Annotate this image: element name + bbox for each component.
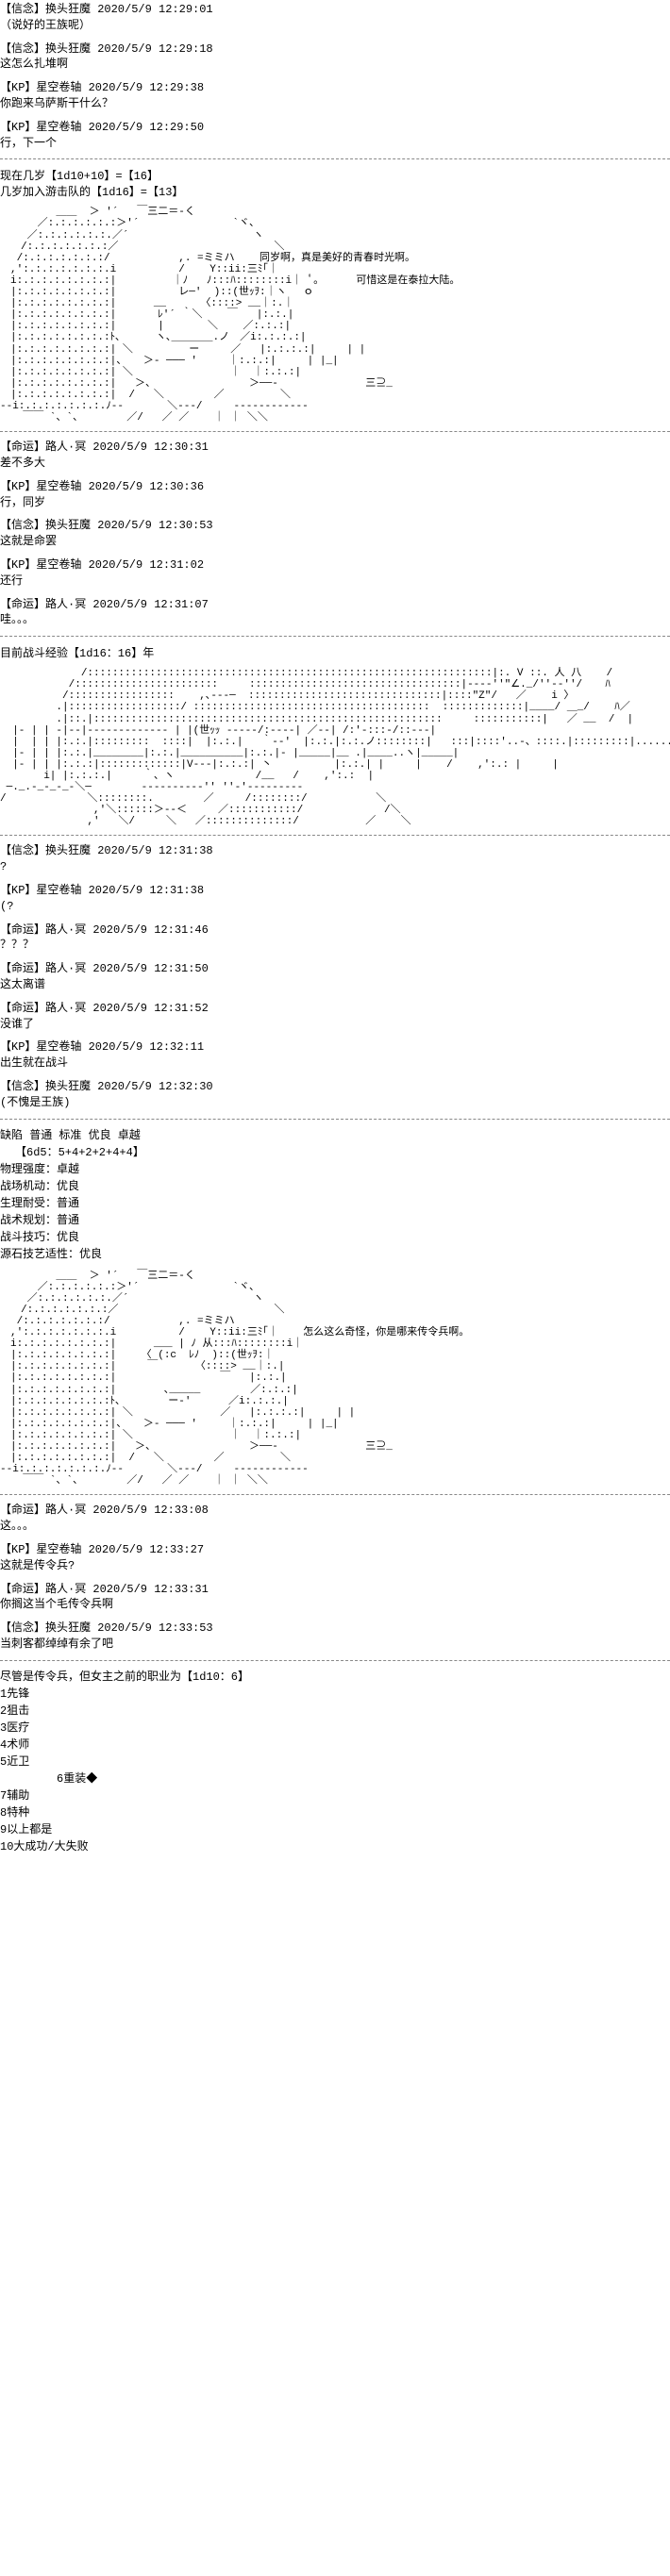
- chat-message: 【信念】换头狂魔 2020/5/9 12:31:38 ?: [0, 843, 670, 875]
- message-content: 出生就在战斗: [0, 1055, 670, 1072]
- message-header: 【命运】路人·冥 2020/5/9 12:33:08: [0, 1503, 670, 1519]
- message-header: 【KP】星空卷轴 2020/5/9 12:30:36: [0, 479, 670, 495]
- job-option: 3医疗: [0, 1720, 670, 1737]
- message-header: 【KP】星空卷轴 2020/5/9 12:31:38: [0, 883, 670, 899]
- message-header: 【KP】星空卷轴 2020/5/9 12:33:27: [0, 1542, 670, 1558]
- dialogue-text: 同岁啊，真是美好的青春时光啊。: [260, 253, 415, 264]
- stat-line: 战术规划：普通: [0, 1212, 670, 1229]
- message-content: 这。。。: [0, 1519, 670, 1535]
- chat-message: 【命运】路人·冥 2020/5/9 12:31:52 没谁了: [0, 1001, 670, 1033]
- job-option: 9以上都是: [0, 1821, 670, 1838]
- stat-block: 缺陷 普通 标准 优良 卓越 【6d5：5+4+2+2+4+4】 物理强度：卓越…: [0, 1127, 670, 1263]
- ascii-art-character: /:::::::::::::::::::::::::::::::::::::::…: [0, 668, 670, 827]
- message-content: 没谁了: [0, 1017, 670, 1033]
- message-header: 【信念】换头狂魔 2020/5/9 12:32:30: [0, 1079, 670, 1095]
- chat-message: 【信念】换头狂魔 2020/5/9 12:29:01 （说好的王族呢）: [0, 2, 670, 34]
- ascii-art-character: ＿＿ ＞ '´ ￣三二＝‐く ／:.:.:.:.:.:＞'´ `ヾ、 ／:.:.…: [0, 207, 670, 424]
- stat-line: 源石技艺适性：优良: [0, 1246, 670, 1263]
- message-header: 【信念】换头狂魔 2020/5/9 12:29:01: [0, 2, 670, 18]
- section-divider: [0, 1494, 670, 1495]
- message-content: 这就是传令兵?: [0, 1558, 670, 1574]
- message-header: 【命运】路人·冥 2020/5/9 12:31:52: [0, 1001, 670, 1017]
- chat-message: 【KP】星空卷轴 2020/5/9 12:33:27 这就是传令兵?: [0, 1542, 670, 1574]
- message-header: 【信念】换头狂魔 2020/5/9 12:29:18: [0, 42, 670, 58]
- message-content: 当刺客都绰绰有余了吧: [0, 1637, 670, 1653]
- message-header: 【命运】路人·冥 2020/5/9 12:31:46: [0, 922, 670, 939]
- message-header: 【命运】路人·冥 2020/5/9 12:30:31: [0, 440, 670, 456]
- message-header: 【命运】路人·冥 2020/5/9 12:31:50: [0, 961, 670, 977]
- stat-line: 生理耐受：普通: [0, 1195, 670, 1212]
- section-divider: [0, 431, 670, 432]
- job-block: 尽管是传令兵，但女主之前的职业为【1d10：6】 1先锋 2狙击 3医疗 4术师…: [0, 1669, 670, 1855]
- message-header: 【KP】星空卷轴 2020/5/9 12:32:11: [0, 1039, 670, 1055]
- chat-message: 【命运】路人·冥 2020/5/9 12:33:08 这。。。: [0, 1503, 670, 1535]
- chat-message: 【命运】路人·冥 2020/5/9 12:31:46 ？？？: [0, 922, 670, 955]
- message-header: 【KP】星空卷轴 2020/5/9 12:31:02: [0, 557, 670, 573]
- message-header: 【信念】换头狂魔 2020/5/9 12:33:53: [0, 1620, 670, 1637]
- chat-message: 【命运】路人·冥 2020/5/9 12:30:31 差不多大: [0, 440, 670, 472]
- section-divider: [0, 1660, 670, 1661]
- section-divider: [0, 636, 670, 637]
- dice-line: 现在几岁【1d10+10】=【16】: [0, 167, 670, 183]
- message-content: 你跑来乌萨斯干什么？: [0, 96, 670, 112]
- section-divider: [0, 158, 670, 159]
- chat-message: 【KP】星空卷轴 2020/5/9 12:31:02 还行: [0, 557, 670, 590]
- message-header: 【命运】路人·冥 2020/5/9 12:33:31: [0, 1582, 670, 1598]
- job-header: 尽管是传令兵，但女主之前的职业为【1d10：6】: [0, 1669, 670, 1686]
- dice-line: 几岁加入游击队的【1d16】=【13】: [0, 183, 670, 199]
- ascii-art-character: ＿＿ ＞ '´ ￣三二＝‐く ／:.:.:.:.:.:＞'´ `ヾ、 ／:.:.…: [0, 1271, 670, 1487]
- chat-message: 【命运】路人·冥 2020/5/9 12:33:31 你搁这当个毛传令兵啊: [0, 1582, 670, 1614]
- stat-header: 缺陷 普通 标准 优良 卓越: [0, 1127, 670, 1144]
- message-header: 【命运】路人·冥 2020/5/9 12:31:07: [0, 597, 670, 613]
- message-content: ?: [0, 859, 670, 875]
- message-content: 还行: [0, 573, 670, 590]
- job-option: 1先锋: [0, 1686, 670, 1703]
- message-content: 这怎么扎堆啊: [0, 57, 670, 73]
- chat-message: 【信念】换头狂魔 2020/5/9 12:32:30 (不愧是王族): [0, 1079, 670, 1111]
- message-content: 行，下一个: [0, 136, 670, 152]
- job-option: 2狙击: [0, 1703, 670, 1720]
- stat-line: 战斗技巧：优良: [0, 1229, 670, 1246]
- section-divider: [0, 835, 670, 836]
- job-option: 8特种: [0, 1804, 670, 1821]
- stat-dice: 【6d5：5+4+2+2+4+4】: [15, 1144, 670, 1161]
- message-content: (不愧是王族): [0, 1095, 670, 1111]
- chat-message: 【KP】星空卷轴 2020/5/9 12:32:11 出生就在战斗: [0, 1039, 670, 1072]
- job-option: 4术师: [0, 1737, 670, 1753]
- message-content: 你搁这当个毛传令兵啊: [0, 1597, 670, 1613]
- dialogue-text: 可惜这是在泰拉大陆。: [356, 275, 460, 287]
- dice-roll-result: 目前战斗经验【1d16：16】年: [0, 644, 670, 660]
- chat-message: 【KP】星空卷轴 2020/5/9 12:29:38 你跑来乌萨斯干什么？: [0, 80, 670, 112]
- message-content: (?: [0, 899, 670, 915]
- stat-line: 战场机动：优良: [0, 1178, 670, 1195]
- chat-message: 【信念】换头狂魔 2020/5/9 12:30:53 这就是命罢: [0, 518, 670, 550]
- chat-message: 【命运】路人·冥 2020/5/9 12:31:07 哇。。。: [0, 597, 670, 629]
- chat-message: 【KP】星空卷轴 2020/5/9 12:30:36 行，同岁: [0, 479, 670, 511]
- dialogue-text: 怎么这么奇怪，你是哪来传令兵啊。: [303, 1327, 469, 1338]
- message-content: 差不多大: [0, 456, 670, 472]
- section-divider: [0, 1119, 670, 1120]
- message-header: 【信念】换头狂魔 2020/5/9 12:30:53: [0, 518, 670, 534]
- message-header: 【KP】星空卷轴 2020/5/9 12:29:50: [0, 120, 670, 136]
- message-content: 这就是命罢: [0, 534, 670, 550]
- chat-message: 【命运】路人·冥 2020/5/9 12:31:50 这太离谱: [0, 961, 670, 993]
- job-option: 7辅助: [0, 1787, 670, 1804]
- job-option: 5近卫: [0, 1753, 670, 1770]
- message-header: 【信念】换头狂魔 2020/5/9 12:31:38: [0, 843, 670, 859]
- chat-message: 【KP】星空卷轴 2020/5/9 12:29:50 行，下一个: [0, 120, 670, 152]
- job-option: 10大成功/大失败: [0, 1838, 670, 1855]
- job-option: 6重装◆: [57, 1770, 670, 1787]
- message-content: 这太离谱: [0, 977, 670, 993]
- chat-message: 【信念】换头狂魔 2020/5/9 12:29:18 这怎么扎堆啊: [0, 42, 670, 74]
- stat-line: 物理强度：卓越: [0, 1161, 670, 1178]
- message-content: （说好的王族呢）: [0, 18, 670, 34]
- dice-roll-result: 现在几岁【1d10+10】=【16】 几岁加入游击队的【1d16】=【13】: [0, 167, 670, 199]
- message-content: 哇。。。: [0, 612, 670, 628]
- message-header: 【KP】星空卷轴 2020/5/9 12:29:38: [0, 80, 670, 96]
- chat-message: 【信念】换头狂魔 2020/5/9 12:33:53 当刺客都绰绰有余了吧: [0, 1620, 670, 1653]
- message-content: ？？？: [0, 938, 670, 954]
- chat-message: 【KP】星空卷轴 2020/5/9 12:31:38 (?: [0, 883, 670, 915]
- message-content: 行，同岁: [0, 495, 670, 511]
